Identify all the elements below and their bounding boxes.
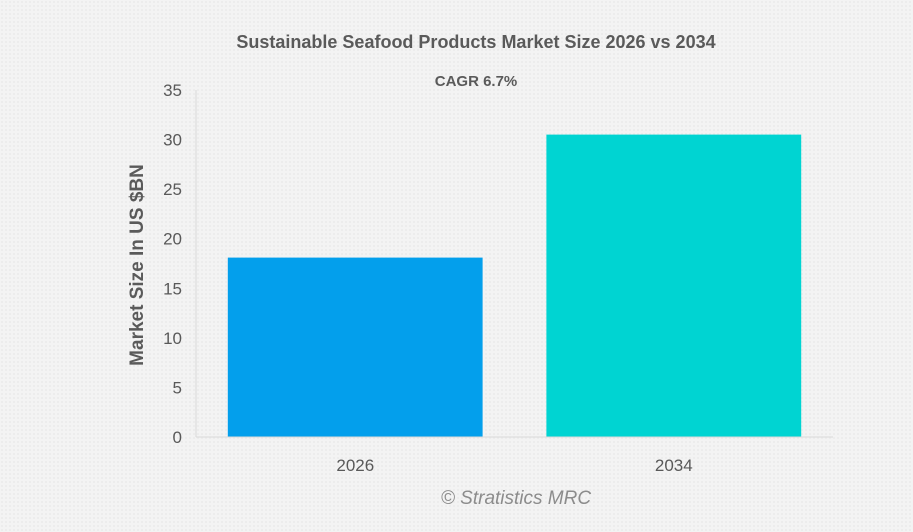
y-tick-label: 0 bbox=[173, 428, 182, 447]
x-axis-ticks: 2026 2034 bbox=[336, 456, 692, 475]
y-tick-label: 5 bbox=[173, 378, 182, 397]
y-tick-label: 10 bbox=[163, 329, 182, 348]
y-tick-label: 25 bbox=[163, 180, 182, 199]
y-axis-ticks: 0 5 10 15 20 25 30 35 bbox=[163, 81, 182, 447]
x-tick-label: 2026 bbox=[336, 456, 374, 475]
bar-2034 bbox=[546, 134, 802, 437]
chart-title: Sustainable Seafood Products Market Size… bbox=[236, 32, 715, 52]
y-axis-label: Market Size In US $BN bbox=[127, 164, 148, 366]
y-tick-label: 30 bbox=[163, 131, 182, 150]
bars-group bbox=[227, 134, 802, 437]
y-tick-label: 15 bbox=[163, 279, 182, 298]
watermark-text: © Stratistics MRC bbox=[441, 488, 591, 509]
y-tick-label: 35 bbox=[163, 81, 182, 100]
y-tick-label: 20 bbox=[163, 230, 182, 249]
x-tick-label: 2034 bbox=[655, 456, 693, 475]
bar-2026 bbox=[227, 257, 483, 437]
chart-subtitle: CAGR 6.7% bbox=[435, 73, 518, 90]
